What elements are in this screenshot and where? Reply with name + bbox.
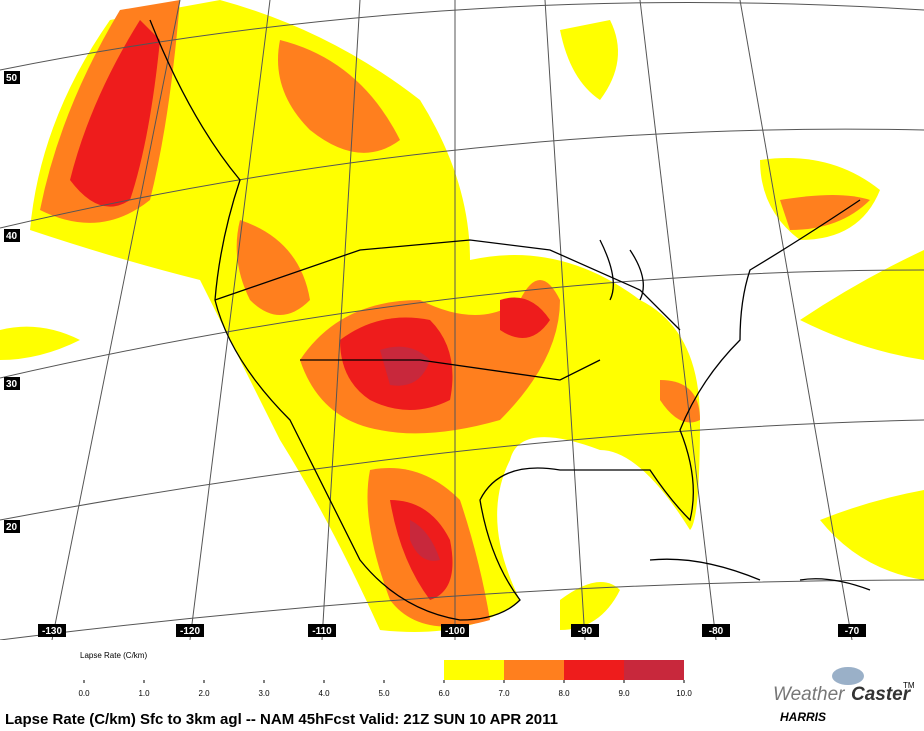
legend-tick-label: 6.0 [438, 689, 450, 698]
field-region [820, 490, 924, 580]
lon-label-box [441, 624, 469, 637]
legend-tick-label: 9.0 [618, 689, 630, 698]
lat-label-box [4, 71, 20, 84]
lon-label: -70 [845, 626, 860, 637]
logo-cloud [832, 667, 864, 685]
logo-text: Weather [773, 684, 845, 705]
lat-label-box [4, 229, 20, 242]
legend-tick-label: 0.0 [78, 689, 90, 698]
lat-label: 30 [6, 379, 18, 390]
lat-label: 50 [6, 73, 18, 84]
legend-panel [0, 640, 924, 731]
lon-label: -130 [42, 626, 62, 637]
lat-label-box [4, 520, 20, 533]
lon-label-box [838, 624, 866, 637]
field-region [660, 380, 700, 423]
lat-label: 40 [6, 231, 18, 242]
lon-label: -120 [180, 626, 200, 637]
field-region [500, 297, 550, 338]
field-region [70, 20, 160, 207]
logo-company: HARRIS [780, 710, 826, 724]
lat-label-box [4, 377, 20, 390]
lat-label: 20 [6, 522, 18, 533]
lon-label-box [702, 624, 730, 637]
lon-label: -80 [709, 626, 724, 637]
legend-tick-label: 7.0 [498, 689, 510, 698]
legend-tick-label: 4.0 [318, 689, 330, 698]
field-region [780, 195, 870, 230]
colorbar-segment [444, 660, 504, 680]
lon-label-box [38, 624, 66, 637]
logo: Weather Caster TM HARRIS [773, 667, 915, 724]
graticule [0, 0, 924, 641]
lon-label: -90 [578, 626, 593, 637]
colorbar-segment [564, 660, 624, 680]
lon-label-box [308, 624, 336, 637]
footer: Lapse Rate (C/km) Sfc to 3km agl -- NAM … [5, 711, 558, 728]
lon-label-box [571, 624, 599, 637]
lon-label: -100 [445, 626, 465, 637]
field-region [278, 40, 400, 153]
legend-tick-label: 2.0 [198, 689, 210, 698]
field-region [560, 20, 618, 100]
field-region [800, 250, 924, 360]
legend-title: Lapse Rate (C/km) [80, 651, 147, 660]
legend-tick-label: 3.0 [258, 689, 270, 698]
legend-tick-label: 1.0 [138, 689, 150, 698]
logo-tm: TM [903, 681, 915, 690]
field-region [236, 220, 310, 315]
colorbar-segment [504, 660, 564, 680]
field-region [0, 326, 80, 360]
lon-label: -110 [312, 626, 332, 637]
field-region [560, 582, 620, 630]
coastlines [149, 19, 871, 621]
legend-tick-label: 5.0 [378, 689, 390, 698]
legend-tick-label: 8.0 [558, 689, 570, 698]
logo-text: Caster [851, 684, 912, 705]
lon-label-box [176, 624, 204, 637]
legend-tick-label: 10.0 [676, 689, 692, 698]
field-region [380, 346, 430, 386]
lapse-rate-field [0, 0, 924, 632]
colorbar-segment [624, 660, 684, 680]
field-region [410, 520, 440, 561]
